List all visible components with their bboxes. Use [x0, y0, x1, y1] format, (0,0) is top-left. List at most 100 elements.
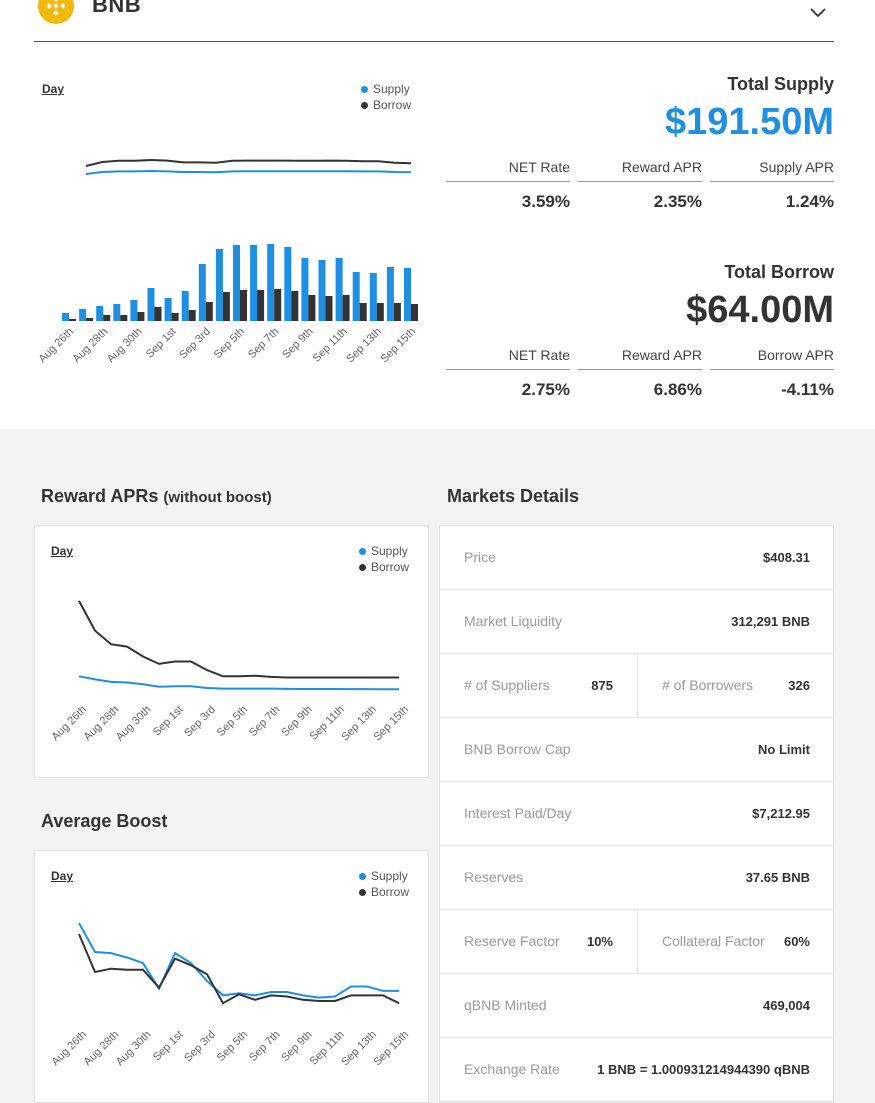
x-tick-label: Sep 13th [344, 326, 384, 366]
asset-name: BNB [92, 0, 142, 17]
detail-label: # of Borrowers [662, 677, 754, 693]
borrow-bar [393, 303, 401, 321]
supply-bar [215, 249, 223, 321]
detail-value: 326 [788, 678, 810, 693]
supply-bar [369, 273, 377, 321]
supply-bar [147, 288, 155, 321]
x-tick-label: Sep 7th [247, 704, 282, 739]
detail-label: Collateral Factor [662, 933, 765, 949]
borrow-bar [376, 303, 384, 321]
x-tick-label: Aug 30th [105, 326, 145, 366]
supply-bar [198, 264, 206, 321]
stat-label: NET Rate [446, 347, 570, 370]
detail-value: 37.65 BNB [745, 870, 810, 885]
legend-borrow: Borrow [371, 560, 410, 574]
x-tick-label: Aug 26th [36, 326, 76, 366]
supply-bar [62, 313, 69, 321]
total-supply-amount: $191.50M [664, 101, 834, 143]
reward-aprs-card: Day Supply Borrow Aug 26th Aug 28th Aug 30… [34, 525, 429, 778]
stat-label: Reward APR [578, 347, 702, 370]
supply-series-line [78, 675, 399, 691]
market-detail-row: Market Liquidity 312,291 BNB [440, 590, 833, 654]
borrow-bar [359, 303, 367, 321]
detail-label: # of Suppliers [464, 677, 550, 693]
detail-value: 10% [586, 934, 613, 949]
header-divider [34, 41, 834, 42]
borrow-net-rate: NET Rate 2.75% [446, 347, 570, 400]
legend-supply: Supply [371, 869, 408, 883]
stat-label: Supply APR [710, 159, 834, 182]
borrow-rates: NET Rate 2.75% Reward APR 6.86% Borrow A… [446, 347, 834, 400]
detail-value: $408.31 [763, 550, 810, 565]
total-borrow-title: Total Borrow [724, 262, 834, 282]
chevron-down-icon[interactable] [809, 6, 827, 18]
chart-legend: Supply Borrow [361, 81, 411, 113]
details-section: Reward APRs (without boost) Day Supply B… [0, 429, 875, 1103]
supply-bar [335, 258, 343, 321]
detail-label: Exchange Rate [464, 1061, 560, 1077]
market-detail-row: Interest Paid/Day $7,212.95 [440, 782, 833, 846]
borrow-bar [137, 312, 145, 321]
borrow-bar [274, 289, 282, 321]
x-tick-label: Aug 30th [114, 1029, 154, 1069]
market-detail-cell: Reserve Factor 10% [440, 910, 637, 973]
supply-series-line [85, 169, 412, 175]
market-detail-row: qBNB Minted 469,004 [440, 974, 833, 1038]
x-tick-label: Aug 30th [114, 704, 154, 744]
total-supply-title: Total Supply [727, 74, 834, 94]
detail-value: No Limit [758, 742, 810, 757]
total-borrow-amount: $64.00M [686, 289, 834, 331]
detail-label: Interest Paid/Day [464, 805, 572, 821]
borrow-legend-dot [361, 101, 368, 109]
period-selector-day[interactable]: Day [42, 82, 65, 96]
detail-label: Reserve Factor [464, 933, 560, 949]
average-boost-title: Average Boost [41, 811, 168, 831]
supply-bar [164, 298, 172, 321]
x-tick-label: Sep 1st [151, 704, 186, 739]
stat-value: 2.75% [521, 380, 570, 399]
asset-header[interactable]: BNB [0, 0, 875, 42]
x-tick-label: Sep 3rd [182, 704, 218, 740]
legend-borrow: Borrow [373, 98, 412, 112]
supply-bar [181, 291, 189, 321]
chart-legend: Supply Borrow [359, 543, 409, 575]
period-selector-day[interactable]: Day [51, 869, 74, 883]
market-detail-cell: Collateral Factor 60% [637, 910, 833, 973]
borrow-bar [240, 290, 247, 321]
supply-bar [352, 272, 360, 321]
borrow-series-line [78, 933, 400, 1005]
borrow-bar [103, 315, 111, 321]
x-tick-label: Sep 1st [151, 1029, 186, 1064]
borrow-legend-dot [359, 563, 366, 571]
x-tick-label: Sep 5th [215, 1029, 250, 1064]
reward-aprs-heading: Reward APRs [41, 486, 159, 506]
x-tick-label: Sep 11th [311, 326, 350, 365]
legend-supply: Supply [373, 82, 410, 96]
x-tick-label: Sep 15th [371, 1029, 411, 1069]
x-tick-label: Sep 7th [246, 326, 281, 361]
borrow-bar [188, 310, 196, 321]
legend-borrow: Borrow [371, 885, 410, 899]
supply-apr: Supply APR 1.24% [710, 159, 834, 212]
chart-legend: Supply Borrow [359, 868, 409, 900]
borrow-apr: Borrow APR -4.11% [710, 347, 834, 400]
markets-details-card: Price $408.31 Market Liquidity 312,291 BNB #… [439, 525, 834, 1103]
borrow-reward-apr: Reward APR 6.86% [578, 347, 702, 400]
period-selector-day[interactable]: Day [51, 544, 74, 558]
borrow-bar [342, 295, 350, 321]
bnb-logo-icon [38, 0, 74, 24]
supply-bar [404, 268, 411, 321]
stat-label: NET Rate [446, 159, 570, 182]
market-detail-row: # of Suppliers 875 # of Borrowers 326 [440, 654, 833, 718]
supply-net-rate: NET Rate 3.59% [446, 159, 570, 212]
markets-details-title: Markets Details [447, 486, 580, 506]
detail-value: 875 [591, 678, 613, 693]
stat-value: 3.59% [521, 192, 570, 211]
market-detail-cell: # of Suppliers 875 [440, 654, 637, 717]
stat-value: -4.11% [781, 380, 834, 399]
detail-value: 60% [783, 934, 810, 949]
detail-label: Reserves [464, 869, 524, 885]
borrow-bar [291, 291, 299, 321]
